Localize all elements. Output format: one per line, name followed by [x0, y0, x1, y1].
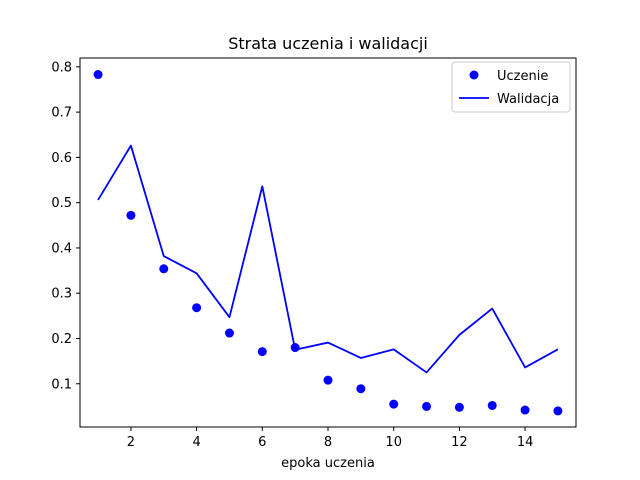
y-tick-label: 0.1: [51, 377, 72, 392]
y-tick-label: 0.3: [51, 287, 72, 302]
data-point-uczenie: [323, 375, 333, 385]
x-tick-label: 10: [385, 435, 402, 450]
x-tick-label: 2: [127, 435, 135, 450]
data-point-uczenie: [93, 70, 103, 80]
data-point-uczenie: [126, 210, 136, 220]
y-tick-label: 0.2: [51, 332, 72, 347]
data-point-uczenie: [487, 400, 497, 410]
data-point-uczenie: [257, 347, 267, 357]
data-point-uczenie: [159, 264, 169, 274]
x-tick-label: 8: [324, 435, 332, 450]
x-tick-label: 14: [517, 435, 534, 450]
x-axis-label: epoka uczenia: [281, 456, 375, 471]
y-tick-label: 0.8: [51, 60, 72, 75]
y-tick-label: 0.4: [51, 241, 72, 256]
legend: Uczenie Walidacja: [451, 61, 571, 113]
data-point-uczenie: [290, 343, 300, 353]
y-tick-label: 0.6: [51, 151, 72, 166]
data-point-uczenie: [224, 328, 234, 338]
data-point-uczenie: [356, 384, 366, 394]
y-tick-label: 0.7: [51, 106, 72, 121]
data-point-uczenie: [553, 406, 563, 416]
data-point-uczenie: [454, 402, 464, 412]
legend-label-uczenie: Uczenie: [497, 69, 548, 84]
x-tick-label: 4: [192, 435, 200, 450]
legend-marker-uczenie: [469, 70, 479, 80]
series-line-walidacja: [97, 144, 559, 374]
y-tick-label: 0.5: [51, 196, 72, 211]
data-point-uczenie: [192, 303, 202, 313]
x-tick-label: 6: [258, 435, 266, 450]
x-tick-label: 12: [451, 435, 468, 450]
data-point-uczenie: [520, 405, 530, 415]
data-point-uczenie: [389, 399, 399, 409]
legend-frame: [451, 61, 571, 113]
chart-title: Strata uczenia i walidacji: [228, 34, 428, 53]
plot-area: 2 4 6 8 10 12 14 0.1 0.2 0.3 0.4 0.5 0.6 0.7 0.8: [51, 57, 577, 450]
data-point-uczenie: [422, 401, 432, 411]
legend-label-walidacja: Walidacja: [497, 92, 559, 107]
